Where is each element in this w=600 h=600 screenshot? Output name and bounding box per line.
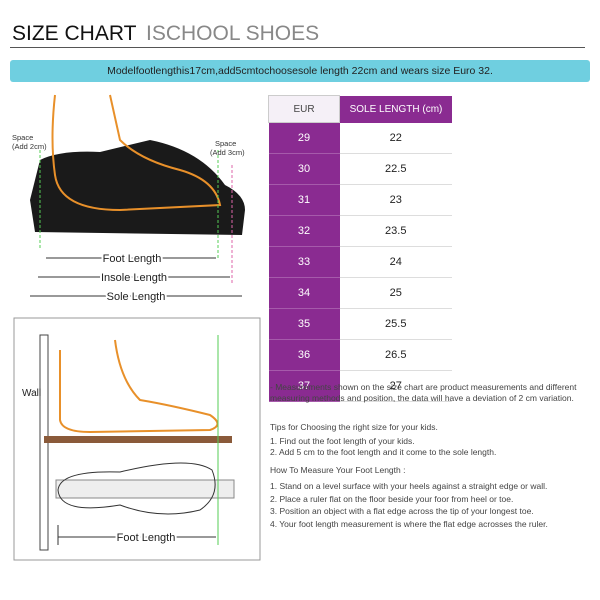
sole-cell: 23: [339, 184, 452, 216]
banner: Modelfootlengthis17cm,add5cmtochoosesole…: [10, 60, 590, 82]
howto-item: 2. Place a ruler flat on the floor besid…: [270, 493, 514, 504]
table-row: 29 22: [268, 122, 452, 154]
table-body: 29 22 30 22.5 31 23 32 23.5 33 24 34 25 35 25.5 36 26.5…: [268, 122, 452, 402]
eur-cell: 29: [268, 122, 340, 154]
howto-title: How To Measure Your Foot Length :: [270, 465, 406, 475]
foot-length: Foot Length: [103, 253, 162, 265]
space-left-line: Space: [12, 133, 33, 142]
arrows: [30, 257, 242, 297]
ruler: [55, 479, 235, 499]
table-row: 32 23.5: [268, 215, 452, 247]
sole-cell: 23.5: [339, 215, 452, 247]
table-row: 34 25: [268, 277, 452, 309]
eur-cell: 35: [268, 308, 340, 340]
tips-list: 1. Find out the foot length of your kids…: [270, 436, 590, 458]
tip-item: 2. Add 5 cm to the foot length and it co…: [270, 447, 497, 457]
howto-item: 4. Your foot length measurement is where…: [270, 518, 548, 529]
sole-length: Sole Length: [107, 291, 166, 303]
space-left-line: (Add 2cm): [12, 142, 47, 151]
insole-length: Insole Length: [101, 272, 167, 284]
shoe: [30, 140, 245, 235]
sole-cell: 25.5: [339, 308, 452, 340]
tips-title: Tips for Choosing the right size for you…: [270, 422, 438, 432]
eur-cell: 33: [268, 246, 340, 278]
sole-cell: 24: [339, 246, 452, 278]
shelf: [44, 436, 232, 443]
table-row: 35 25.5: [268, 308, 452, 340]
eur-cell: 30: [268, 153, 340, 185]
foot-outline: [51, 94, 222, 212]
howto-item: 1. Stand on a level surface with your he…: [270, 481, 548, 491]
sole-cell: 22.5: [339, 153, 452, 185]
sole-cell: 22: [339, 122, 452, 154]
eur-cell: 37: [268, 370, 340, 402]
foot-length: Foot Length: [117, 532, 176, 544]
sole-cell: 25: [339, 277, 452, 309]
box: [13, 317, 261, 561]
subtitle: ISCHOOL SHOES: [146, 22, 320, 45]
diagrams: Space (Add 2cm) Space (Add 3cm) Foot Lengt…: [12, 94, 261, 561]
table-row: 30 22.5: [268, 153, 452, 185]
table-row: 33 24: [268, 246, 452, 278]
howto-list: 1. Stand on a level surface with your he…: [270, 480, 590, 530]
eur-cell: 34: [268, 277, 340, 309]
sole-cell: 26.5: [339, 339, 452, 371]
foot-top: [57, 462, 216, 515]
howto-item: 3. Position an object with a flat edge a…: [270, 506, 534, 516]
table-row: 31 23: [268, 184, 452, 216]
wall: Wall: [22, 388, 41, 399]
sole-cell: 27: [339, 370, 452, 402]
table-header: SOLE LENGTH (cm): [339, 95, 452, 123]
tip-item: 1. Find out the foot length of your kids…: [270, 436, 415, 446]
size-table: EUR SOLE LENGTH (cm) 29 22 30 22.5 31 23 32 23.…: [268, 95, 452, 402]
title: SIZE CHART: [12, 22, 137, 45]
table-row: 36 26.5: [268, 339, 452, 371]
eur-cell: 31: [268, 184, 340, 216]
eur-cell: 36: [268, 339, 340, 371]
space-right-line: (Add 3cm): [210, 148, 245, 157]
foot-side: [59, 339, 219, 434]
rule: [10, 47, 585, 48]
table-row: 37 27: [268, 370, 452, 402]
space-right-line: Space: [215, 139, 236, 148]
eur-cell: 32: [268, 215, 340, 247]
note: - Measurements shown on the size chart a…: [270, 382, 577, 403]
space-right: Space (Add 3cm): [210, 139, 245, 157]
space-left: Space (Add 2cm): [12, 133, 47, 151]
table-header: EUR: [268, 95, 340, 123]
